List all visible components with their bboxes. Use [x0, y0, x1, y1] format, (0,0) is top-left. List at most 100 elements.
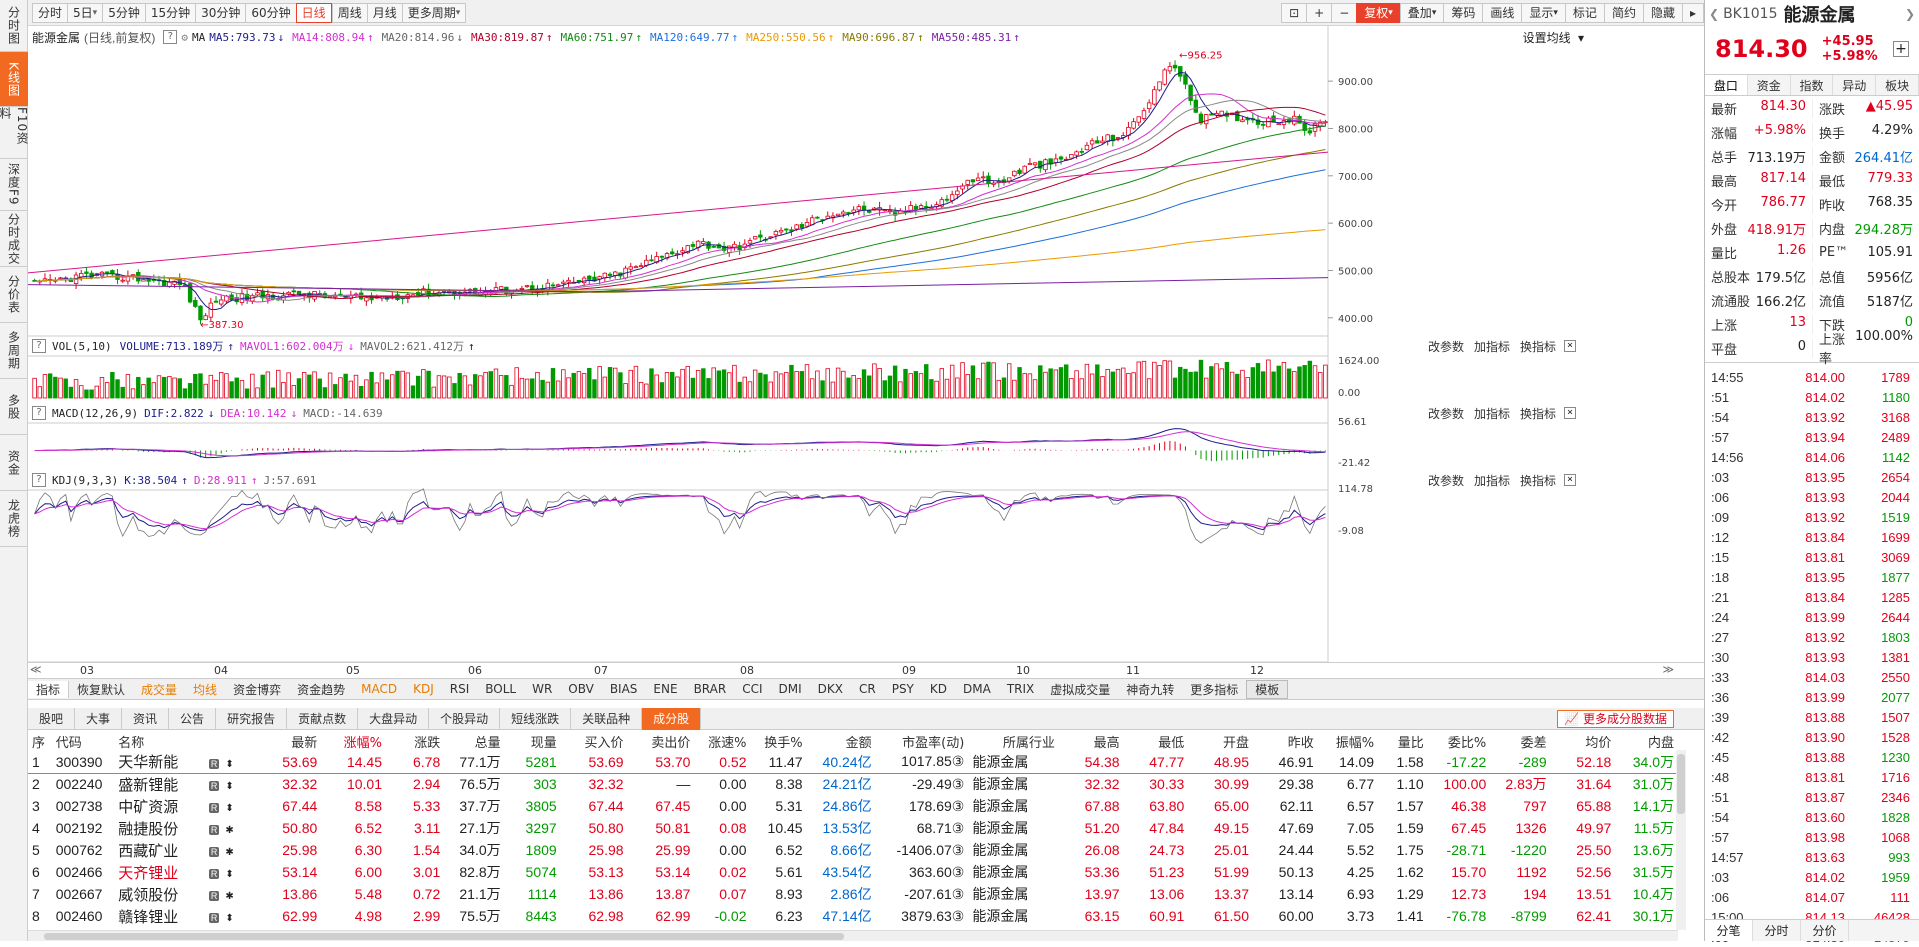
row-flag-cell[interactable]: R ⬍ [205, 861, 257, 883]
zoom-in-button[interactable]: + [1306, 2, 1333, 23]
indicator-tab-4[interactable]: 资金博弈 [233, 682, 282, 697]
table-row[interactable]: 6 002466 天齐锂业 R ⬍ 53.14 6.00 3.01 82.8万 5074 53.13… [28, 861, 1678, 883]
indicator-tab-21[interactable]: DMA [963, 682, 991, 696]
col-header[interactable]: 序 [28, 731, 52, 751]
help-icon[interactable]: ? [163, 30, 178, 44]
col-header[interactable]: 现量 [504, 731, 561, 751]
col-header[interactable]: 开盘 [1188, 731, 1254, 751]
vscroll-thumb[interactable] [1677, 754, 1685, 814]
nav-tab-3[interactable]: 深度F9 [0, 159, 28, 211]
col-header[interactable]: 代码 [51, 731, 115, 751]
col-header[interactable]: 最高 [1058, 731, 1124, 751]
col-header[interactable]: 昨收 [1253, 731, 1318, 751]
row-flag-cell[interactable]: R ⬍ [205, 795, 257, 817]
indicator-tab-3[interactable]: 均线 [193, 682, 218, 697]
col-header[interactable]: 涨跌 [386, 731, 445, 751]
bottom-tab-9[interactable]: 关联品种 [571, 707, 643, 730]
toolbar-button-5[interactable]: 标记 [1564, 2, 1605, 23]
col-header[interactable]: 振幅% [1317, 731, 1379, 751]
bottom-tab-3[interactable]: 公告 [169, 707, 217, 730]
col-header[interactable]: 最低 [1123, 731, 1189, 751]
add-indicator-button[interactable]: 加指标 [1473, 339, 1510, 354]
col-header[interactable]: 总量 [444, 731, 505, 751]
indicator-tab-24[interactable]: 神奇九转 [1126, 682, 1175, 697]
nav-tab-6[interactable]: 多周期 [0, 323, 28, 379]
bottom-tab-7[interactable]: 个股异动 [429, 707, 501, 730]
indicator-tab-1[interactable]: 恢复默认 [77, 682, 126, 697]
scroll-left-icon[interactable]: ≪ [30, 663, 42, 676]
switch-indicator-button[interactable]: 换指标 [1519, 473, 1556, 488]
indicator-tab-20[interactable]: KD [929, 682, 947, 696]
nav-tab-9[interactable]: 龙虎榜 [0, 491, 28, 547]
col-header[interactable]: 委比% [1427, 731, 1491, 751]
period-tab-6[interactable]: 日线 [295, 2, 332, 23]
nav-tab-2[interactable]: F10资料 [0, 107, 29, 159]
table-row[interactable]: 7 002667 威领股份 R ✱ 13.86 5.48 0.72 21.1万 1114 13.86… [28, 883, 1678, 905]
period-tab-9[interactable]: 更多周期 ▾ [401, 2, 467, 23]
col-header[interactable]: 买入价 [560, 731, 628, 751]
settings-icon[interactable]: ⚙ [181, 30, 188, 44]
indicator-tab-9[interactable]: BOLL [485, 682, 517, 696]
col-header[interactable]: 所属行业 [968, 731, 1059, 751]
lock-icon[interactable]: ⊡ [1281, 2, 1308, 23]
indicator-tab-2[interactable]: 成交量 [141, 682, 178, 697]
indicator-tab-7[interactable]: KDJ [413, 682, 434, 696]
bottom-tab-0[interactable]: 股吧 [28, 707, 76, 730]
indicator-tab-22[interactable]: TRIX [1006, 682, 1035, 696]
bottom-tab-4[interactable]: 研究报告 [216, 707, 288, 730]
bottom-tab-5[interactable]: 贡献点数 [287, 707, 359, 730]
edit-params-button[interactable]: 改参数 [1427, 339, 1464, 354]
toolbar-button-2[interactable]: 筹码 [1443, 2, 1484, 23]
tick-tab-0[interactable]: 分笔 [1705, 920, 1753, 941]
indicator-tab-19[interactable]: PSY [891, 682, 914, 696]
table-vscroll[interactable] [1676, 750, 1686, 930]
indicator-tab-10[interactable]: WR [532, 682, 553, 696]
indicator-tab-16[interactable]: DMI [778, 682, 802, 696]
nav-left-icon[interactable]: ❮ [1709, 7, 1720, 21]
close-icon[interactable]: × [1564, 340, 1576, 352]
toolbar-button-0[interactable]: 复权 ▾ [1356, 2, 1401, 23]
indicator-tab-8[interactable]: RSI [449, 682, 470, 696]
col-header[interactable]: 涨速% [694, 731, 751, 751]
col-header[interactable]: 名称 [114, 731, 205, 751]
indicator-tab-0[interactable]: 指标 [28, 680, 70, 698]
nav-tab-0[interactable]: 分时图 [0, 0, 28, 52]
col-header[interactable]: 市盈率(动) [875, 731, 969, 751]
indicator-tab-25[interactable]: 更多指标 [1190, 682, 1239, 697]
collapse-icon[interactable]: ▸ [1681, 2, 1704, 23]
indicator-tab-5[interactable]: 资金趋势 [297, 682, 346, 697]
edit-params-button[interactable]: 改参数 [1427, 406, 1464, 421]
nav-tab-5[interactable]: 分价表 [0, 267, 28, 323]
toolbar-button-1[interactable]: 叠加 ▾ [1399, 2, 1445, 23]
add-indicator-button[interactable]: 加指标 [1473, 406, 1510, 421]
bottom-tab-2[interactable]: 资讯 [122, 707, 170, 730]
close-icon[interactable]: × [1564, 474, 1576, 486]
row-flag-cell[interactable]: R ⬍ [204, 751, 257, 774]
quote-tab-2[interactable]: 指数 [1791, 75, 1834, 95]
add-watchlist-icon[interactable]: + [1893, 41, 1909, 57]
quote-tab-3[interactable]: 异动 [1833, 75, 1877, 95]
table-row[interactable]: 2 002240 盛新锂能 R ⬍ 32.32 10.01 2.94 76.5万 303 32.32… [28, 773, 1678, 795]
bottom-tab-8[interactable]: 短线涨跌 [500, 707, 572, 730]
nav-tab-1[interactable]: K线图 [0, 52, 28, 107]
help-icon[interactable]: ? [32, 473, 46, 487]
period-tab-0[interactable]: 分时 [32, 2, 68, 23]
indicator-tab-17[interactable]: DKX [817, 682, 843, 696]
bottom-tab-6[interactable]: 大盘异动 [358, 707, 430, 730]
table-row[interactable]: 4 002192 融捷股份 R ✱ 50.80 6.52 3.11 27.1万 3297 50.80… [28, 817, 1678, 839]
tick-tab-1[interactable]: 分时 [1753, 920, 1801, 941]
indicator-tab-12[interactable]: BIAS [609, 682, 638, 696]
indicator-tab-23[interactable]: 虚拟成交量 [1050, 682, 1111, 697]
row-flag-cell[interactable]: R ✱ [205, 883, 257, 905]
period-tab-2[interactable]: 5分钟 [102, 2, 145, 23]
switch-indicator-button[interactable]: 换指标 [1519, 339, 1556, 354]
tick-tab-2[interactable]: 分价 [1801, 920, 1849, 941]
period-tab-3[interactable]: 15分钟 [144, 2, 196, 23]
zoom-out-button[interactable]: − [1331, 2, 1358, 23]
table-row[interactable]: 8 002460 赣锋锂业 R ⬍ 62.99 4.98 2.99 75.5万 8443 62.98… [28, 905, 1678, 927]
toolbar-button-7[interactable]: 隐藏 [1642, 2, 1683, 23]
col-header[interactable]: 内盘 [1615, 731, 1678, 751]
col-header[interactable] [204, 731, 257, 751]
col-header[interactable]: 量比 [1378, 731, 1428, 751]
nav-tab-4[interactable]: 分时成交 [0, 211, 28, 267]
